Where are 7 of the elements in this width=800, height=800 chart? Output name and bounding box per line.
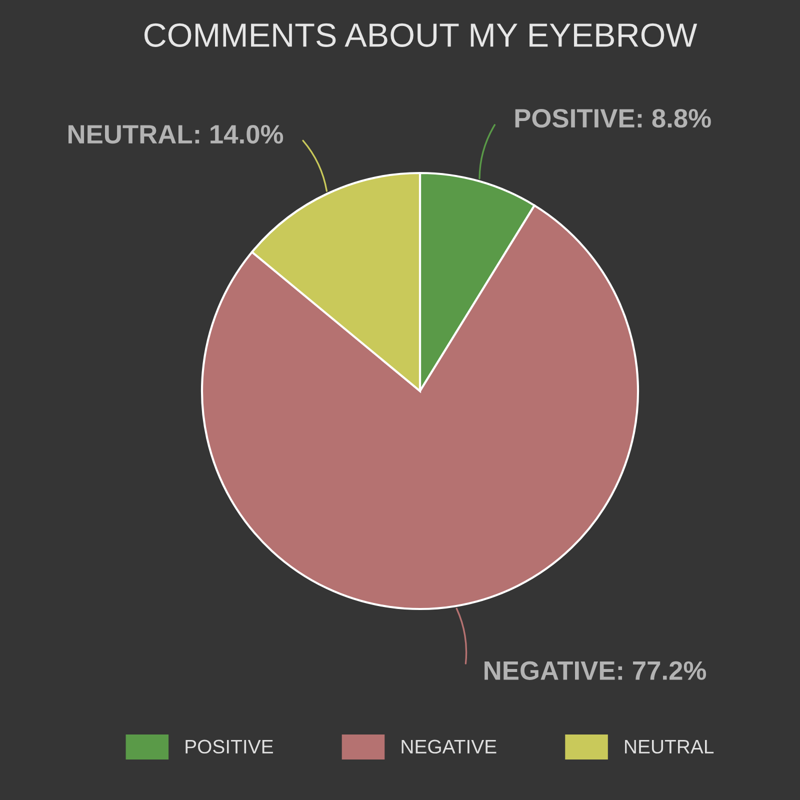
data-label: NEUTRAL: 14.0% [68, 124, 284, 144]
data-label: NEGATIVE: 77.2% [484, 661, 706, 680]
legend-label: NEUTRAL [625, 740, 714, 754]
legend-label: POSITIVE [186, 740, 273, 754]
chart-title: COMMENTS ABOUT MY EYEBROW [144, 23, 698, 47]
legend-label: NEGATIVE [402, 740, 496, 754]
data-label: POSITIVE: 8.8% [515, 108, 711, 128]
